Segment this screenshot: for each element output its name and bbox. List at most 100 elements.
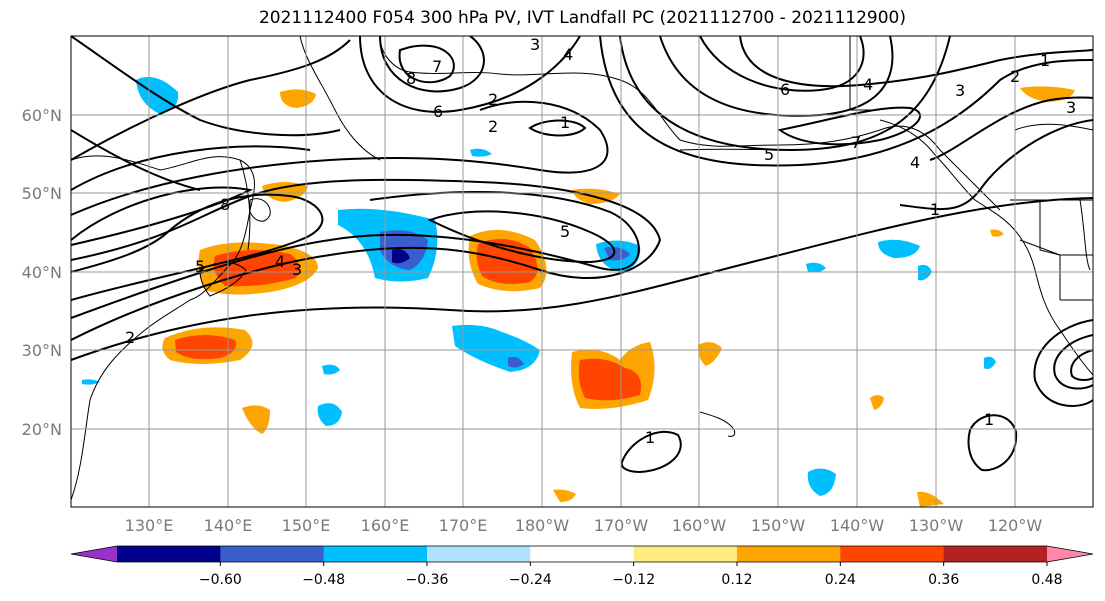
contour-labels: 1 1 1 1 1 2 2 2 2 3 3 3 3 4 4 4 4 5 5 5 … [125,35,1076,447]
coastline [879,119,1093,376]
contour-label: 6 [780,80,790,99]
contour-line [699,36,865,92]
contour-line [71,39,351,161]
pv-positive-blob [242,405,270,434]
colorbar-tick-label: −0.12 [612,572,655,588]
colorbar-tick-label: −0.36 [406,572,449,588]
coastline [199,262,247,297]
pv-negative-blob [508,356,524,368]
contour-label: 4 [563,45,573,64]
contour-label: 4 [275,252,285,271]
colorbar: −0.60 −0.48 −0.36 −0.24 −0.12 0.12 0.24 0.36 0.4… [70,545,1094,588]
lon-label: 140°E [204,516,253,535]
coastline [679,148,801,151]
colorbar-outline [70,545,1094,563]
lon-label: 170°E [439,516,488,535]
contour-label: 3 [292,260,302,279]
contour-line [599,36,1093,167]
contour-line [659,36,894,117]
contour-label: 4 [863,75,873,94]
contour-label: 5 [195,257,205,276]
contour-label: 3 [955,81,965,100]
map-title: 2021112400 F054 300 hPa PV, IVT Landfall… [258,8,906,28]
contour-line [379,36,485,93]
contour-label: 4 [910,153,920,172]
coastline [249,198,271,222]
coastline [71,155,255,501]
lon-label: 150°E [282,516,331,535]
colorbar-segment [323,546,428,562]
contour-label: 3 [530,35,540,54]
contour-label: 1 [930,200,940,219]
coastline [239,159,251,251]
coastlines [71,36,1093,501]
contour-label: 3 [1066,98,1076,117]
colorbar-segment [220,546,325,562]
pv-positive-blob [990,229,1004,237]
pv-positive-blob [175,335,236,360]
coastline [379,36,1001,211]
contour-line [1070,349,1093,381]
lon-label: 160°E [361,516,410,535]
contour-label: 2 [1010,67,1020,86]
colorbar-tick-label: −0.60 [199,572,242,588]
colorbar-tick-label: 0.36 [928,572,959,588]
contour-line [71,145,311,191]
pv-positive-blob [917,491,944,507]
pv-positive-blob [280,89,316,108]
colorbar-segment [633,546,738,562]
state-border [1039,200,1061,300]
latitude-labels: 60°N 50°N 40°N 30°N 20°N [22,106,62,439]
lon-label: 150°W [751,516,806,535]
contour-label: 7 [851,133,861,152]
colorbar-ticks: −0.60 −0.48 −0.36 −0.24 −0.12 0.12 0.24 0.36 0.4… [199,562,1063,588]
contour-label: 5 [764,145,774,164]
coastline [699,411,736,437]
lat-label: 50°N [22,184,62,203]
pv-negative-blob [470,148,492,157]
contour-line [71,36,341,137]
pv-negative-blob [322,364,340,375]
colorbar-segment [840,546,945,562]
contour-line [1033,319,1093,407]
contour-line [929,96,1093,161]
lon-label: 130°W [909,516,964,535]
lon-label: 180°W [515,516,570,535]
pv-positive-blob [476,238,538,284]
lon-label: 140°W [830,516,885,535]
longitude-labels: 130°E 140°E 150°E 160°E 170°E 180°W 170°… [125,516,1043,535]
colorbar-segment [117,546,221,562]
coastline [1014,123,1093,131]
contour-line [620,430,682,474]
coastline [1079,199,1091,271]
contour-line [739,36,1093,88]
contour-line [528,119,587,137]
colorbar-tick-label: 0.24 [825,572,856,588]
colorbar-tick-label: −0.48 [302,572,345,588]
pv-negative-blob [878,239,920,258]
pv-positive-blob [870,395,884,410]
pv-negative-blob [392,249,410,264]
colorbar-segment [530,546,635,562]
pv-negative-blob [807,468,836,496]
contour-line [967,414,1018,472]
lon-label: 170°W [594,516,649,535]
contour-label: 5 [560,222,570,241]
contour-label: 1 [984,410,994,429]
colorbar-extend-low [71,546,117,562]
pv-positive-blob [553,489,576,502]
contour-line [398,44,455,84]
contour-label: 2 [125,328,135,347]
colorbar-tick-label: 0.12 [721,572,752,588]
pv-positive-blob [578,358,641,401]
map-frame [70,35,1094,508]
lon-label: 120°W [988,516,1043,535]
contour-line [71,129,201,191]
state-border [1019,239,1061,256]
colorbar-tick-label: −0.24 [509,572,552,588]
pv-negative-blob [984,356,996,370]
colorbar-segment [943,546,1048,562]
map-gridlines [71,36,1093,507]
contour-label: 7 [432,57,442,76]
